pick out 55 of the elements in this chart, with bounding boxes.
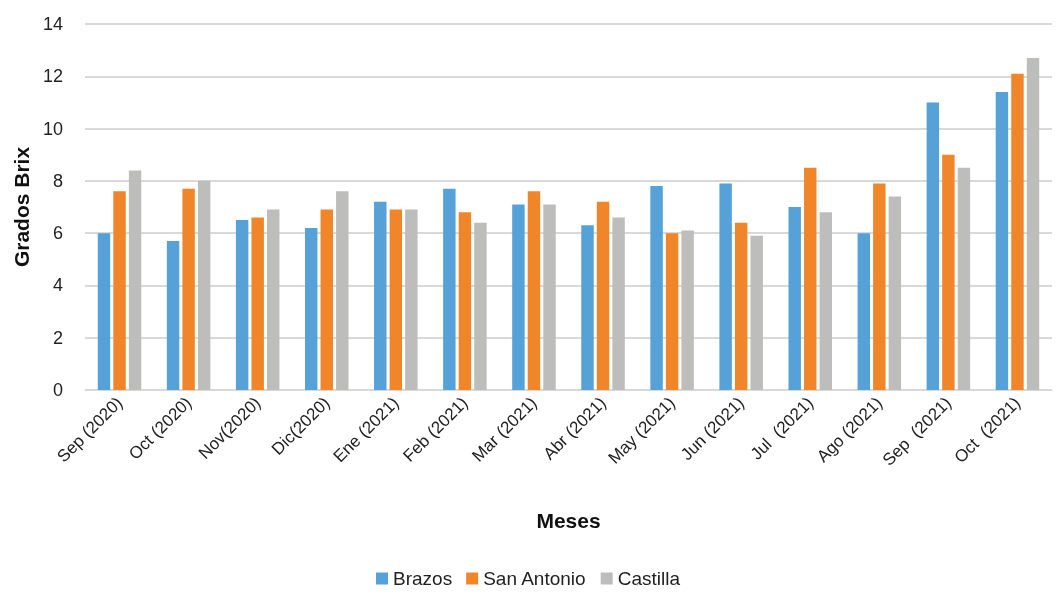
bar (389, 209, 403, 390)
bar (543, 204, 556, 390)
bar (235, 220, 249, 390)
bar (320, 209, 333, 390)
legend-label: Brazos (393, 568, 453, 589)
legend-label: Castilla (617, 568, 681, 589)
y-tick-label: 10 (42, 118, 63, 139)
y-tick-label: 12 (42, 66, 63, 87)
legend-label: San Antonio (483, 568, 586, 589)
x-axis-title: Meses (536, 509, 601, 532)
bar (926, 102, 940, 390)
y-axis-title: Grados Brix (10, 146, 34, 268)
bar (336, 191, 349, 390)
bar (443, 188, 456, 390)
bar (650, 186, 663, 390)
y-tick-label: 2 (52, 327, 63, 348)
bar (512, 204, 525, 390)
y-tick-label: 8 (52, 170, 63, 191)
bar (166, 240, 180, 390)
bar (995, 91, 1009, 390)
bar (474, 222, 487, 390)
y-tick-label: 14 (42, 14, 63, 34)
bar (873, 183, 886, 390)
bar (888, 196, 902, 390)
bar (267, 209, 280, 390)
bar (197, 180, 211, 390)
bar (750, 235, 763, 390)
bar (458, 212, 472, 390)
bar (719, 183, 732, 390)
bar (1026, 57, 1040, 390)
bar (97, 233, 111, 390)
bar (1011, 73, 1024, 390)
bar (596, 201, 610, 390)
bar (527, 191, 541, 390)
bar (681, 230, 694, 390)
bar (182, 188, 195, 390)
bar (857, 233, 870, 390)
y-tick-label: 4 (52, 275, 63, 296)
bar (957, 167, 971, 390)
bar (804, 167, 817, 390)
bar (665, 233, 679, 390)
bar (942, 154, 955, 390)
bar (734, 222, 748, 390)
bar (581, 225, 594, 390)
bar (128, 170, 142, 390)
bar (113, 191, 126, 390)
bar (304, 227, 318, 390)
bar (612, 217, 625, 390)
bar (788, 207, 801, 390)
bar (405, 209, 418, 390)
bar (251, 217, 264, 390)
bar (374, 201, 387, 390)
y-tick-label: 0 (52, 380, 63, 400)
y-tick-label: 6 (52, 223, 63, 244)
bar (819, 212, 833, 390)
